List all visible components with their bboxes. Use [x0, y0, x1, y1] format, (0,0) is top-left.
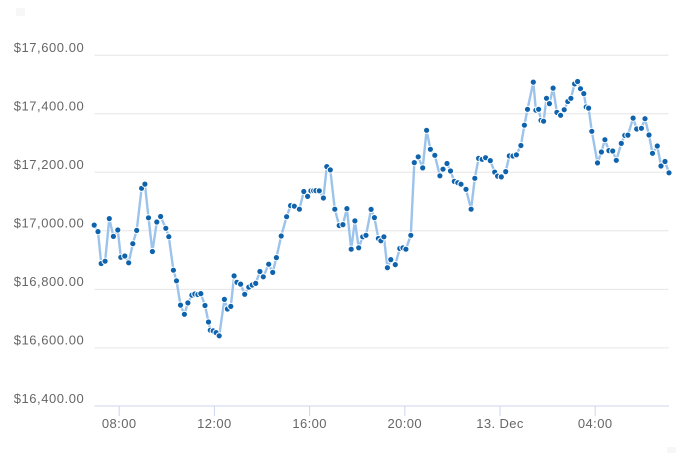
svg-text:$17,400.00: $17,400.00 — [14, 99, 85, 114]
svg-text:12:00: 12:00 — [197, 416, 232, 431]
svg-text:$16,800.00: $16,800.00 — [14, 274, 85, 289]
svg-text:08:00: 08:00 — [102, 416, 137, 431]
svg-text:16:00: 16:00 — [292, 416, 327, 431]
svg-text:$17,600.00: $17,600.00 — [14, 40, 85, 55]
svg-text:$17,200.00: $17,200.00 — [14, 157, 85, 172]
svg-text:$17,000.00: $17,000.00 — [14, 216, 85, 231]
svg-text:20:00: 20:00 — [388, 416, 423, 431]
svg-text:13. Dec: 13. Dec — [476, 416, 524, 431]
svg-text:$16,400.00: $16,400.00 — [14, 391, 85, 406]
svg-text:$16,600.00: $16,600.00 — [14, 333, 85, 348]
svg-text:04:00: 04:00 — [578, 416, 613, 431]
